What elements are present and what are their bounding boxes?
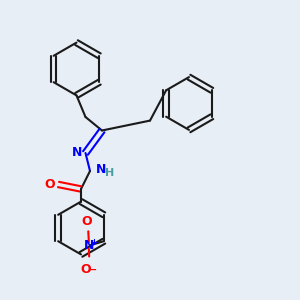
Text: O: O xyxy=(82,215,92,228)
Text: O: O xyxy=(81,263,92,276)
Text: H: H xyxy=(105,167,114,178)
Text: N: N xyxy=(84,239,94,252)
Text: N: N xyxy=(95,163,106,176)
Text: O: O xyxy=(44,178,55,191)
Text: −: − xyxy=(89,265,97,275)
Text: +: + xyxy=(90,238,97,247)
Text: N: N xyxy=(72,146,83,159)
